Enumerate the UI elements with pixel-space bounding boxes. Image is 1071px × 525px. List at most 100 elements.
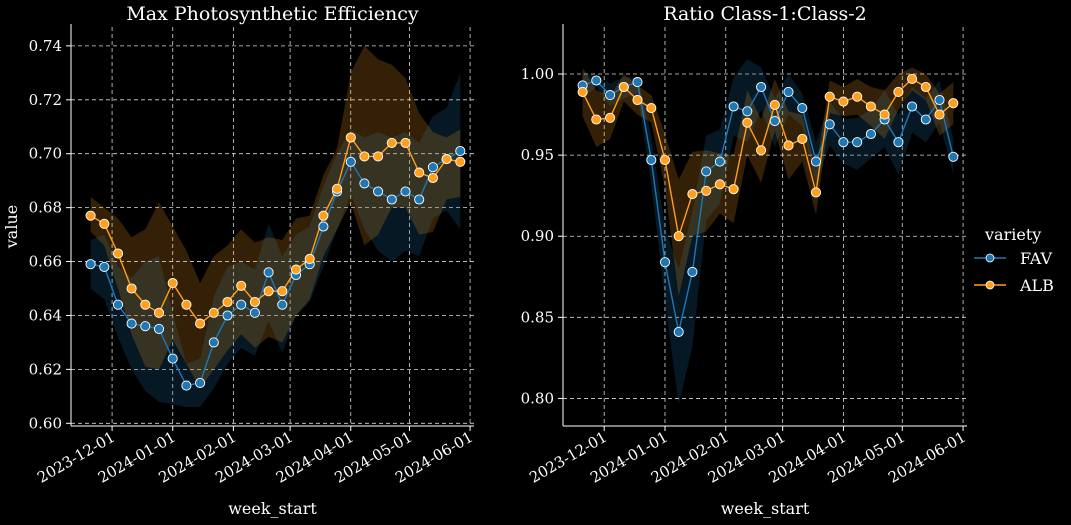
chart-1-point-alb-14: [769, 99, 780, 110]
chart-1-point-alb-17: [810, 187, 822, 198]
chart-0-point-fav-5: [153, 323, 165, 334]
chart-0-point-fav-13: [263, 267, 274, 278]
chart-0-point-alb-23: [400, 137, 411, 148]
chart-0-ytick-label-3: 0.66: [29, 253, 62, 271]
chart-0-point-fav-3: [126, 318, 137, 329]
chart-0-ytick-label-7: 0.74: [29, 37, 62, 55]
chart-0-point-fav-8: [195, 377, 206, 388]
legend: variety FAV ALB: [974, 225, 1054, 295]
chart-1-point-alb-20: [852, 91, 863, 102]
chart-0-point-fav-12: [249, 307, 260, 318]
chart-0-point-alb-14: [277, 286, 288, 297]
chart-0-point-alb-10: [222, 296, 233, 308]
chart-1-point-fav-4: [632, 77, 643, 88]
chart-0-point-fav-6: [167, 353, 178, 364]
chart-1-point-fav-11: [728, 101, 739, 112]
chart-0-point-fav-24: [414, 194, 425, 205]
chart-0-point-alb-17: [318, 210, 329, 221]
chart-1-ytick-label-4: 1.00: [521, 65, 554, 83]
chart-0-point-fav-9: [208, 337, 219, 348]
chart-0-ytick-label-0: 0.60: [29, 414, 62, 432]
chart-1-point-alb-27: [948, 98, 959, 109]
chart-1-line-fav: [582, 79, 954, 333]
chart-0-point-alb-21: [373, 151, 384, 162]
chart-1-point-alb-25: [920, 81, 931, 93]
chart-1-point-fav-5: [646, 154, 657, 166]
chart-0-point-alb-12: [249, 296, 260, 308]
chart-1-point-fav-25: [920, 114, 931, 125]
chart-0-point-alb-8: [195, 318, 206, 329]
chart-1-point-fav-18: [824, 119, 835, 130]
chart-1-point-alb-8: [687, 189, 698, 200]
chart-0-point-alb-26: [441, 154, 452, 165]
chart-1-point-alb-7: [673, 231, 684, 242]
chart-1-line-alb: [581, 78, 954, 237]
chart-0-point-alb-5: [153, 307, 165, 318]
chart-0-point-fav-11: [236, 299, 247, 310]
chart-1-point-fav-19: [838, 137, 849, 148]
chart-1-point-fav-13: [756, 81, 767, 93]
chart-0-point-alb-11: [236, 280, 247, 291]
chart-1-point-alb-11: [728, 184, 739, 195]
chart-1-point-alb-10: [714, 179, 725, 190]
chart-1-point-alb-22: [879, 109, 890, 120]
chart-1-point-fav-10: [714, 156, 725, 167]
chart-1-point-alb-19: [838, 96, 849, 107]
chart-0-point-fav-10: [222, 310, 233, 321]
chart-1-point-fav-24: [907, 101, 918, 112]
chart-1-point-alb-1: [591, 114, 602, 125]
chart-1-point-alb-24: [907, 73, 918, 84]
chart-1-point-alb-3: [618, 81, 629, 93]
legend-alb-marker: [985, 280, 995, 290]
chart-1-point-fav-15: [783, 86, 794, 97]
chart-1-point-fav-17: [810, 156, 822, 167]
subplot-photosynthetic-efficiency: 0.600.620.640.660.680.700.720.742023-12-…: [2, 3, 476, 518]
chart-0-point-fav-27: [455, 145, 466, 157]
chart-0-point-alb-9: [208, 307, 219, 318]
chart-1-point-fav-1: [591, 75, 602, 86]
chart-1-point-fav-26: [934, 94, 945, 106]
chart-1-point-alb-26: [934, 109, 945, 120]
chart-0-point-alb-15: [290, 264, 302, 275]
chart-1-point-fav-8: [687, 266, 698, 277]
chart-0-point-fav-17: [318, 221, 329, 232]
chart-1-point-fav-9: [701, 166, 712, 177]
chart-0-point-fav-0: [85, 259, 96, 270]
chart-1-point-alb-9: [701, 185, 712, 196]
chart-1-point-alb-4: [632, 94, 643, 106]
chart-1-point-fav-23: [893, 137, 904, 148]
chart-1-point-alb-2: [605, 112, 616, 123]
chart-0-point-alb-0: [85, 210, 96, 221]
chart-0-line-alb: [90, 135, 461, 325]
chart-1-point-alb-15: [783, 140, 794, 151]
chart-0-title: Max Photosynthetic Efficiency: [126, 3, 419, 25]
chart-1-point-fav-20: [852, 137, 863, 148]
chart-1-point-alb-13: [756, 145, 767, 156]
chart-0-point-alb-13: [263, 286, 274, 297]
chart-0-point-fav-7: [181, 380, 192, 391]
chart-1-point-fav-16: [797, 103, 808, 114]
chart-1-point-alb-21: [865, 101, 876, 112]
chart-1-point-fav-21: [865, 128, 876, 140]
chart-0-point-fav-25: [427, 162, 438, 173]
chart-1-point-fav-14: [769, 116, 780, 127]
chart-1-point-fav-7: [673, 326, 684, 337]
chart-1-point-fav-2: [605, 90, 616, 101]
chart-0-point-alb-2: [112, 248, 124, 259]
chart-0-point-alb-22: [386, 137, 397, 148]
chart-0-ytick-label-2: 0.64: [29, 306, 62, 324]
chart-0-point-alb-3: [126, 283, 137, 294]
chart-1-point-alb-23: [893, 86, 904, 97]
chart-0-point-fav-2: [112, 299, 124, 310]
chart-0-point-fav-14: [277, 299, 288, 310]
chart-1-point-fav-27: [948, 151, 959, 162]
chart-1-point-alb-16: [797, 133, 808, 144]
chart-0-xlabel: week_start: [228, 499, 317, 518]
chart-1-point-alb-6: [659, 154, 671, 166]
chart-0-point-fav-22: [386, 194, 397, 205]
chart-0-point-fav-19: [345, 156, 356, 167]
chart-0-point-alb-7: [181, 299, 192, 310]
chart-1-point-alb-0: [577, 86, 588, 97]
